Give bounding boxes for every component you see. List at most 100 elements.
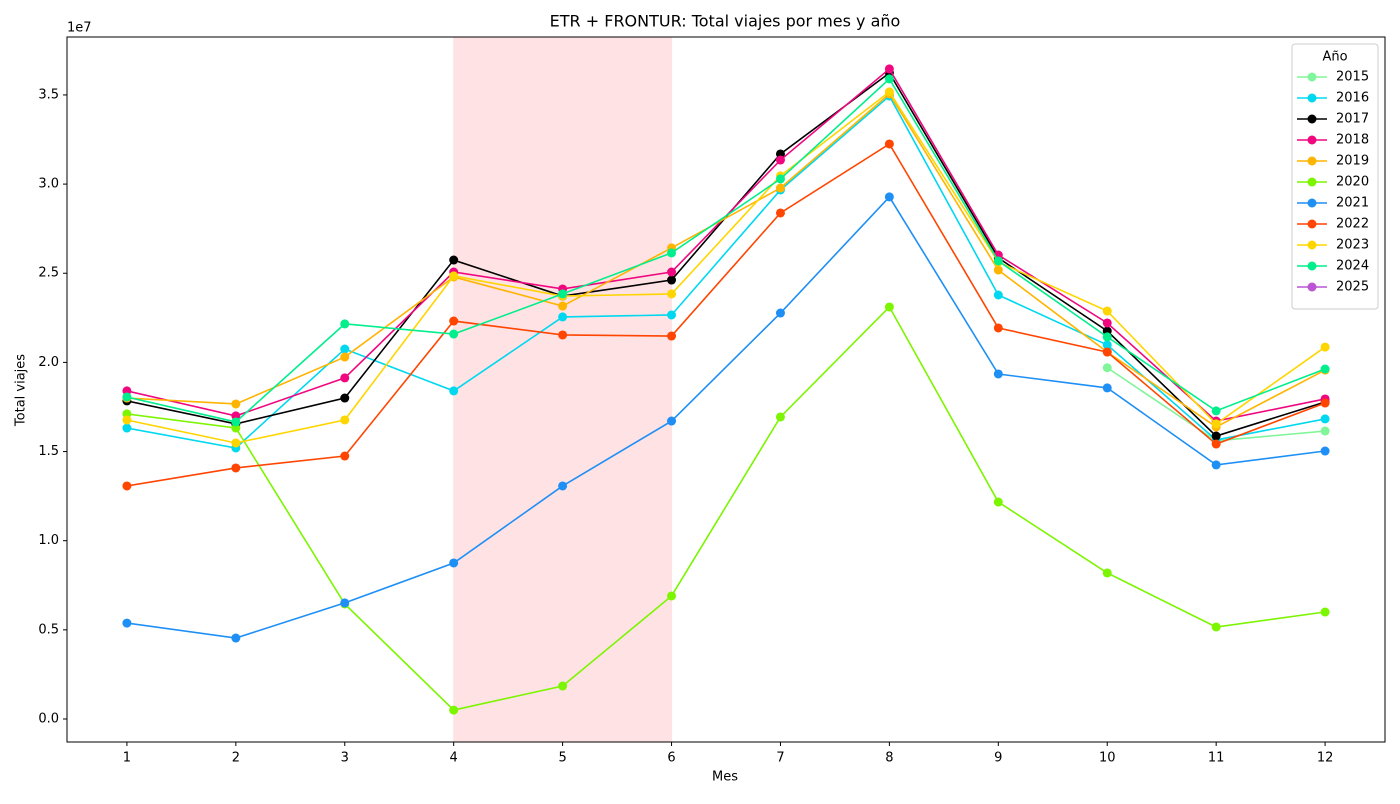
data-point (449, 705, 459, 715)
y-tick-label: 1.0 (38, 533, 59, 548)
x-tick-label: 2 (232, 751, 240, 766)
legend-label: 2017 (1336, 112, 1369, 127)
data-point (1102, 383, 1112, 393)
legend-label: 2015 (1336, 70, 1369, 85)
data-point (231, 438, 241, 448)
legend-label: 2018 (1336, 133, 1369, 148)
data-point (1102, 363, 1112, 373)
data-point (122, 481, 132, 491)
data-point (340, 393, 350, 403)
x-tick-label: 8 (885, 751, 893, 766)
data-point (1211, 460, 1221, 470)
data-point (122, 618, 132, 628)
data-point (558, 681, 568, 691)
data-point (1320, 426, 1330, 436)
data-point (775, 155, 785, 165)
data-point (449, 558, 459, 568)
legend-marker (1307, 261, 1317, 271)
data-point (993, 256, 1003, 266)
data-point (775, 174, 785, 184)
data-point (884, 302, 894, 312)
data-point (1320, 414, 1330, 424)
series-line (126, 90, 1326, 444)
data-point (1102, 332, 1112, 342)
data-point (558, 289, 568, 299)
y-tick-label: 2.0 (38, 355, 59, 370)
data-point (667, 310, 677, 320)
series-line (126, 71, 1326, 437)
data-point (1102, 347, 1112, 357)
data-point (1211, 439, 1221, 449)
data-point (993, 497, 1003, 507)
legend-marker (1307, 114, 1317, 124)
legend-marker (1307, 177, 1317, 187)
legend-marker (1307, 93, 1317, 103)
data-point (340, 344, 350, 354)
legend-label: 2022 (1336, 217, 1369, 232)
data-point (884, 64, 894, 74)
series-line (126, 77, 1326, 423)
data-point (667, 416, 677, 426)
legend-marker (1307, 240, 1317, 250)
data-point (1211, 419, 1221, 429)
legend-label: 2025 (1336, 280, 1369, 295)
data-point (122, 423, 132, 433)
data-point (558, 312, 568, 322)
data-point (1102, 318, 1112, 328)
data-point (667, 591, 677, 601)
x-tick-label: 5 (558, 751, 566, 766)
data-point (231, 417, 241, 427)
data-point (231, 463, 241, 473)
legend-marker (1307, 198, 1317, 208)
legend-label: 2019 (1336, 154, 1369, 169)
y-tick-label: 3.0 (38, 177, 59, 192)
data-point (1211, 431, 1221, 441)
legend-label: 2024 (1336, 259, 1369, 274)
data-point (1320, 398, 1330, 408)
y-tick-label: 3.5 (38, 87, 59, 102)
data-point (1211, 622, 1221, 632)
data-point (231, 633, 241, 643)
x-tick-label: 6 (667, 751, 675, 766)
data-point (884, 87, 894, 97)
data-point (667, 248, 677, 258)
data-point (1211, 406, 1221, 416)
data-point (340, 451, 350, 461)
data-point (449, 316, 459, 326)
series-line (126, 142, 1326, 487)
data-point (993, 369, 1003, 379)
legend-title: Año (1322, 50, 1347, 65)
data-point (775, 412, 785, 422)
data-point (1320, 607, 1330, 617)
data-point (1320, 342, 1330, 352)
data-point (667, 289, 677, 299)
data-point (993, 290, 1003, 300)
data-point (1320, 364, 1330, 374)
data-point (1102, 340, 1112, 350)
data-point (884, 139, 894, 149)
chart-title: ETR + FRONTUR: Total viajes por mes y añ… (550, 12, 901, 31)
series-line (126, 195, 1326, 639)
x-tick-label: 11 (1208, 751, 1225, 766)
y-offset-label: 1e7 (67, 21, 92, 36)
data-point (122, 415, 132, 425)
data-point (1102, 568, 1112, 578)
data-point (231, 399, 241, 409)
x-tick-label: 9 (994, 751, 1002, 766)
legend-label: 2016 (1336, 91, 1369, 106)
y-tick-label: 0.0 (38, 711, 59, 726)
x-axis-label: Mes (712, 770, 738, 785)
x-tick-label: 10 (1099, 751, 1116, 766)
data-point (884, 74, 894, 84)
data-point (993, 323, 1003, 333)
legend-marker (1307, 156, 1317, 166)
y-tick-label: 2.5 (38, 266, 59, 281)
x-tick-label: 12 (1317, 751, 1334, 766)
data-point (775, 308, 785, 318)
data-point (449, 271, 459, 281)
x-tick-label: 1 (123, 751, 131, 766)
legend-label: 2023 (1336, 238, 1369, 253)
x-tick-label: 7 (776, 751, 784, 766)
data-point (775, 183, 785, 193)
data-point (775, 208, 785, 218)
